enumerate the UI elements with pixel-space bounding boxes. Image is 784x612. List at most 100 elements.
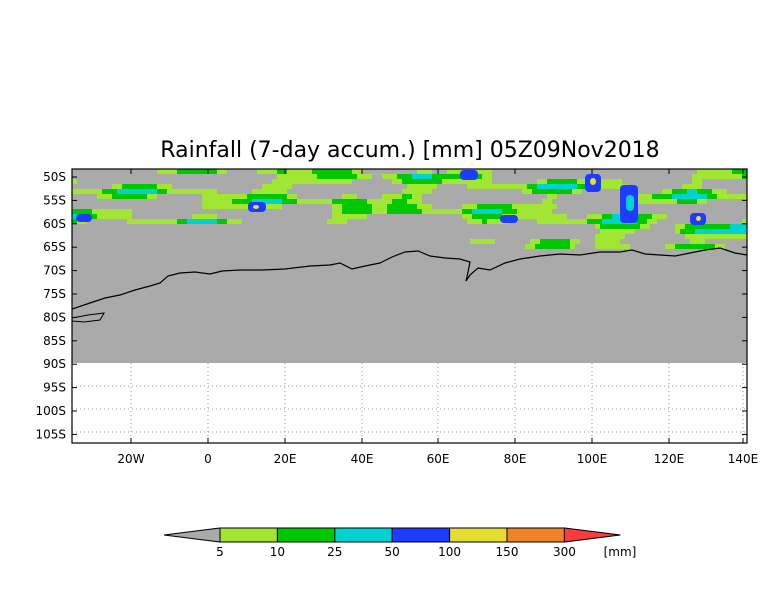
rain-cell: [700, 239, 705, 244]
rain-cell: [667, 199, 672, 204]
rainfall-field: [72, 169, 747, 249]
rain-cell: [112, 209, 117, 214]
rain-cell: [347, 204, 352, 209]
rain-cell: [547, 189, 552, 194]
rain-cell: [77, 209, 82, 214]
rain-cell: [137, 189, 142, 194]
rain-cell: [562, 184, 567, 189]
rain-cell: [332, 219, 337, 224]
rain-cell: [217, 199, 222, 204]
rain-cell: [735, 234, 740, 239]
rain-cell: [267, 199, 272, 204]
rain-cell: [557, 219, 562, 224]
rain-cell: [717, 189, 722, 194]
rain-cell: [327, 199, 332, 204]
rain-cell: [292, 169, 297, 174]
rain-cell: [172, 219, 177, 224]
rain-cell: [720, 244, 725, 249]
rain-cell: [680, 244, 685, 249]
lon-label: 40E: [351, 452, 374, 466]
rain-cell: [457, 209, 462, 214]
rain-cell: [157, 219, 162, 224]
rain-cell: [337, 219, 342, 224]
rain-cell: [137, 194, 142, 199]
rain-cell: [207, 194, 212, 199]
rain-cell: [697, 184, 702, 189]
rain-cell: [152, 184, 157, 189]
rain-cell: [615, 234, 620, 239]
rain-cell: [252, 199, 257, 204]
rain-cell: [667, 189, 672, 194]
rain-cell: [575, 239, 580, 244]
rain-cell: [422, 204, 427, 209]
rain-cell: [685, 229, 690, 234]
rain-cell: [462, 214, 467, 219]
rain-cell: [212, 204, 217, 209]
rain-cell: [202, 214, 207, 219]
rain-cell: [732, 194, 737, 199]
rain-cell: [447, 174, 452, 179]
rain-cell: [462, 204, 467, 209]
rain-cell: [472, 179, 477, 184]
rain-cell: [157, 169, 162, 174]
rain-cell: [542, 204, 547, 209]
rain-cell: [700, 229, 705, 234]
rain-cell: [322, 174, 327, 179]
rain-cell: [680, 229, 685, 234]
rain-cell: [177, 169, 182, 174]
rain-cell: [487, 204, 492, 209]
rain-cell: [172, 169, 177, 174]
rain-cell: [600, 224, 605, 229]
rain-cell: [682, 184, 687, 189]
rain-cell: [342, 169, 347, 174]
rain-cell: [342, 209, 347, 214]
rain-cell: [557, 189, 562, 194]
rain-cell: [620, 224, 625, 229]
rain-cell: [232, 194, 237, 199]
grid-lines: [72, 363, 747, 443]
rain-cell: [607, 184, 612, 189]
antarctica-coastline: [72, 247, 747, 310]
rain-cell: [452, 209, 457, 214]
rain-cell: [710, 244, 715, 249]
rain-cell: [675, 244, 680, 249]
rain-cell: [202, 194, 207, 199]
rain-cell: [142, 194, 147, 199]
rain-cell: [392, 204, 397, 209]
rain-cell: [122, 184, 127, 189]
rain-cell: [107, 189, 112, 194]
rain-cell: [237, 199, 242, 204]
rain-cell: [82, 189, 87, 194]
rain-cell: [692, 194, 697, 199]
rain-cell: [207, 199, 212, 204]
rain-cell: [312, 199, 317, 204]
rain-cell: [532, 184, 537, 189]
rain-cell: [730, 224, 735, 229]
rain-cell: [677, 194, 682, 199]
rain-cell: [417, 194, 422, 199]
rain-cell: [567, 189, 572, 194]
rain-cell: [362, 204, 367, 209]
rain-cell: [595, 224, 600, 229]
rain-cell: [605, 229, 610, 234]
rain-cell: [477, 214, 482, 219]
rain-cell: [197, 169, 202, 174]
rain-cell: [282, 174, 287, 179]
rain-cell: [497, 209, 502, 214]
lon-label: 20E: [274, 452, 297, 466]
rain-cell: [97, 194, 102, 199]
map-axes: 50S 55S 60S 65S 70S 75S 80S 85S 90S 95S 100S 105S 20…: [35, 169, 758, 466]
rain-cell: [687, 184, 692, 189]
rain-cell: [342, 199, 347, 204]
rain-cell: [257, 189, 262, 194]
rain-cell: [227, 194, 232, 199]
rain-cell: [657, 214, 662, 219]
lon-label: 100E: [577, 452, 608, 466]
rain-cell: [547, 219, 552, 224]
rain-cell: [312, 174, 317, 179]
rain-cell: [517, 209, 522, 214]
rain-cell: [277, 179, 282, 184]
rain-cell: [542, 179, 547, 184]
rain-cell: [722, 174, 727, 179]
rain-cell: [682, 199, 687, 204]
